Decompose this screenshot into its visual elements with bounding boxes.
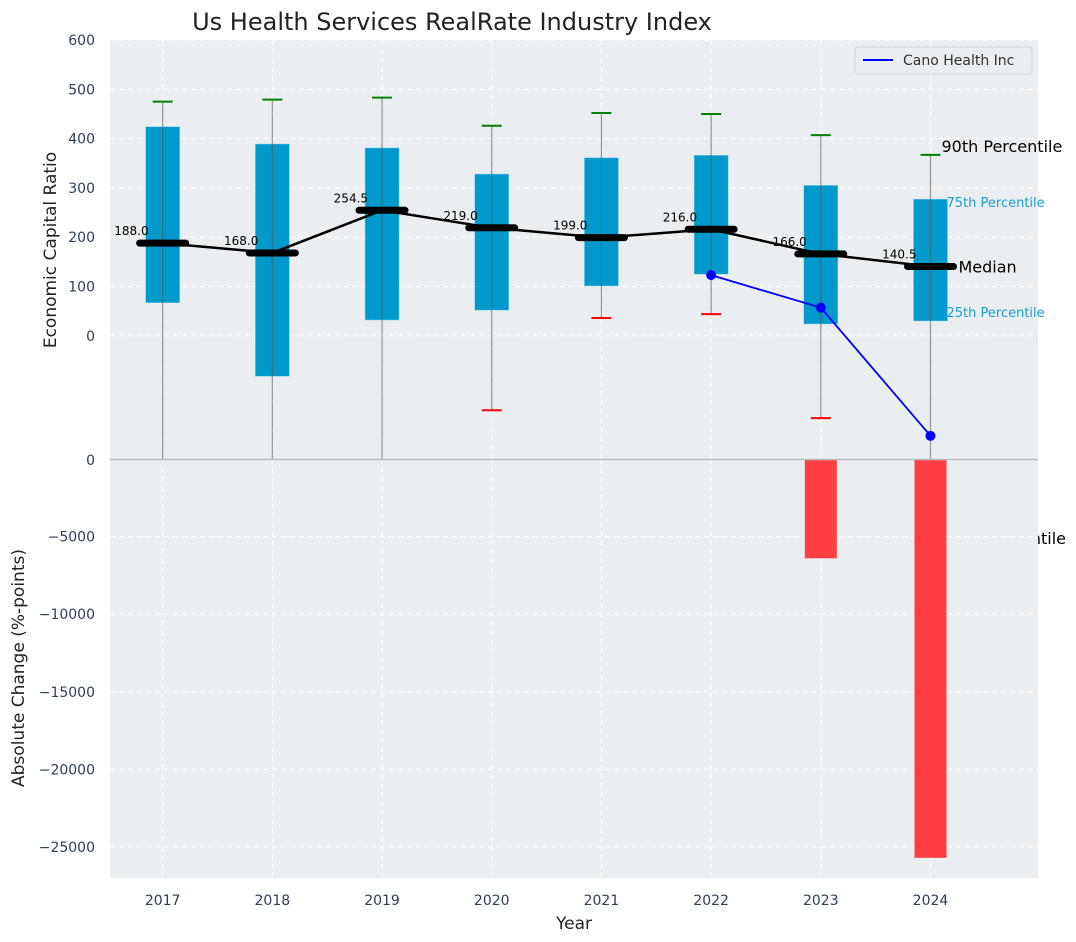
- bottom-y-tick-label: −20000: [39, 762, 95, 778]
- x-ticks: 2017 2018 2019 2020 2021 2022 2023 2024: [145, 893, 949, 909]
- top-y-tick-label: 300: [68, 181, 95, 197]
- bottom-y-tick-label: −5000: [48, 530, 95, 546]
- bottom-y-ticks: −5000 −10000 −15000 −20000 −25000: [39, 530, 95, 856]
- chart-title: Us Health Services RealRate Industry Ind…: [192, 8, 712, 36]
- x-tick-label: 2024: [913, 893, 949, 909]
- x-tick-label: 2023: [803, 893, 839, 909]
- median-value-label: 219.0: [443, 209, 477, 223]
- bottom-panel: 10th Percentile −5000−10000−15000−20000−…: [9, 458, 1066, 934]
- top-y-tick-label: 600: [68, 33, 95, 49]
- x-tick-label: 2018: [255, 893, 291, 909]
- annotation-75th-percentile: 75th Percentile: [947, 196, 1045, 211]
- top-panel: 0 100 200 300 400 500 600 0 188.0 168.0 254.5 219.…: [41, 33, 1062, 469]
- bottom-plot-area: [110, 459, 1038, 878]
- legend-box: [854, 46, 1033, 75]
- median-value-label: 166.0: [772, 235, 806, 249]
- top-y-ticks: 0 100 200 300 400 500 600 0: [68, 33, 95, 469]
- company-point-2024: [925, 430, 936, 441]
- x-tick-label: 2020: [474, 893, 510, 909]
- company-point-2022: [706, 270, 717, 281]
- x-tick-label: 2021: [584, 893, 620, 909]
- bottom-y-tick-label: −10000: [39, 607, 95, 623]
- median-value-label: 140.5: [882, 248, 916, 262]
- bottom-y-axis-label: Absolute Change (%-points): [9, 549, 29, 787]
- x-tick-label: 2022: [693, 893, 729, 909]
- median-value-label: 199.0: [553, 219, 587, 233]
- legend[interactable]: Cano Health Inc: [854, 46, 1033, 75]
- legend-label-cano-health: Cano Health Inc: [903, 53, 1014, 69]
- annotation-25th-percentile: 25th Percentile: [947, 306, 1045, 321]
- top-marks: 188.0 168.0 254.5 219.0 199.0 216.0 166.0 140.5…: [114, 96, 1063, 459]
- top-y-tick-label: 400: [68, 132, 95, 148]
- x-axis-label: Year: [555, 914, 592, 934]
- top-y-axis-label: Economic Capital Ratio: [41, 152, 61, 348]
- bottom-y-tick-label: −25000: [39, 840, 95, 856]
- median-value-label: 216.0: [663, 210, 697, 224]
- annotation-90th-percentile: 90th Percentile: [942, 137, 1063, 156]
- company-point-2023: [815, 302, 826, 313]
- change-bar-2024: [914, 459, 947, 858]
- top-y-tick-label: 0: [86, 453, 95, 469]
- median-line: [162, 209, 931, 268]
- change-bar-2023: [804, 459, 837, 559]
- top-y-tick-label: 0: [86, 329, 95, 345]
- median-value-label: 168.0: [224, 234, 258, 248]
- x-tick-label: 2017: [145, 893, 181, 909]
- top-y-tick-label: 200: [68, 230, 95, 246]
- annotation-median: Median: [959, 258, 1017, 277]
- median-value-label: 188.0: [114, 224, 148, 238]
- median-value-label: 254.5: [334, 191, 368, 205]
- x-tick-label: 2019: [364, 893, 400, 909]
- bottom-marks: [804, 459, 947, 858]
- bottom-y-tick-label: −15000: [39, 685, 95, 701]
- top-y-tick-label: 100: [68, 279, 95, 295]
- top-y-tick-label: 500: [68, 82, 95, 98]
